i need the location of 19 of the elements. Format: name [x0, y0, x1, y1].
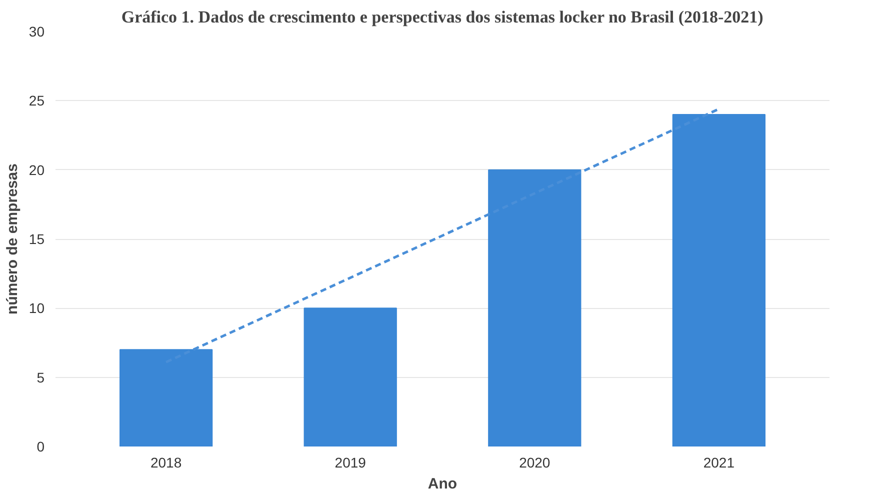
y-tick-label: 20	[28, 162, 45, 178]
line-series	[164, 108, 720, 364]
x-tick-label: 2018	[150, 454, 182, 470]
y-tick-label: 15	[28, 231, 45, 247]
x-tick-label: 2021	[703, 454, 735, 470]
bar	[672, 114, 766, 446]
x-axis-title: Ano	[428, 476, 458, 492]
bar	[304, 308, 397, 446]
x-tick-label: 2019	[334, 454, 366, 470]
y-tick-label: 0	[36, 438, 45, 454]
bar	[120, 349, 213, 446]
chart-title: Gráfico 1. Dados de crescimento e perspectivas dos sistemas locker no Brasil (2018-2021)	[121, 8, 764, 26]
bar	[488, 169, 582, 446]
y-tick-label: 10	[28, 300, 45, 316]
y-tick-label: 5	[36, 369, 45, 386]
y-axis-title: número de empresas	[4, 164, 21, 314]
x-tick-label: 2020	[519, 454, 550, 470]
y-tick-label: 30	[28, 24, 45, 40]
y-tick-label: 25	[28, 92, 45, 109]
